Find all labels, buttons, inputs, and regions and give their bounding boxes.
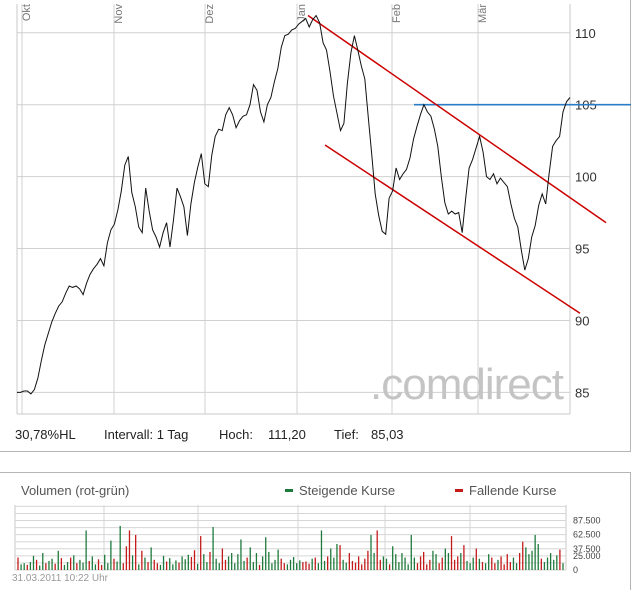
low-value: 85,03: [371, 427, 404, 442]
legend-rising: Steigende Kurse: [285, 483, 395, 498]
x-tick-label: Dez: [204, 4, 216, 24]
high-label: Hoch:: [219, 427, 253, 442]
y-tick-label: 90: [575, 313, 589, 328]
legend-rising-label: Steigende Kurse: [299, 483, 396, 498]
high-value: 111,20: [268, 427, 306, 442]
low-label: Tief:: [334, 427, 359, 442]
volume-chart-panel: 0 25.000 37.500 62.500 87.500: [0, 472, 631, 590]
x-tick-label: Okt: [21, 4, 33, 21]
price-chart-panel: 85 90 95 100 105 110 Okt Nov Dez Jan Feb Mär .comdir…: [0, 0, 631, 452]
channel-lower-line: [324, 144, 581, 314]
volume-y-tick-label: 0: [573, 565, 578, 575]
interval-stat: Intervall: 1 Tag: [104, 427, 189, 442]
x-tick-label: Nov: [113, 4, 125, 24]
legend-falling: Fallende Kurse: [455, 483, 556, 498]
watermark: .comdirect: [370, 360, 564, 409]
x-tick-label: Feb: [391, 4, 403, 23]
legend-rising-swatch: [285, 489, 293, 493]
y-tick-label: 95: [575, 242, 589, 257]
volume-y-tick-label: 25.000: [573, 551, 601, 561]
volume-y-tick-label: 37.500: [573, 544, 601, 554]
y-tick-label: 85: [575, 385, 589, 400]
volume-y-tick-label: 87.500: [573, 516, 601, 526]
x-tick-label: Jan: [296, 4, 308, 22]
y-tick-label: 110: [575, 26, 596, 41]
channel-upper-line: [307, 14, 607, 224]
legend-falling-label: Fallende Kurse: [469, 483, 557, 498]
price-series-line: [17, 14, 571, 395]
x-tick-label: Mär: [477, 4, 489, 23]
performance-stat: 30,78%HL: [15, 427, 76, 442]
volume-title: Volumen (rot-grün): [21, 483, 130, 498]
timestamp: 31.03.2011 10:22 Uhr: [12, 573, 109, 584]
legend-falling-swatch: [455, 489, 463, 493]
y-tick-label: 100: [575, 170, 597, 185]
volume-y-tick-label: 62.500: [573, 530, 601, 540]
